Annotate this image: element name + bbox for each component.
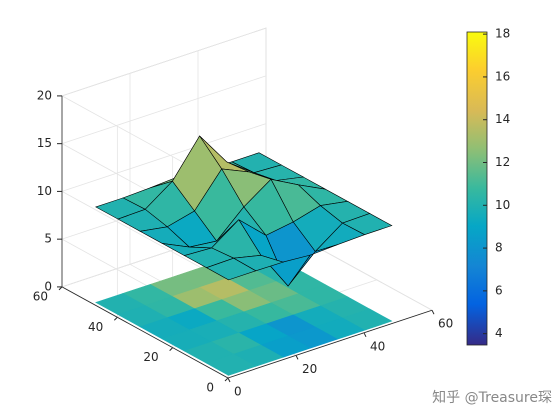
z-tick-label: 10 — [37, 184, 52, 198]
colorbar-tick-label: 12 — [495, 155, 510, 169]
y-tick-label: 60 — [33, 289, 48, 303]
colorbar-tick-label: 10 — [495, 198, 510, 212]
grid-line — [61, 123, 267, 192]
x-tick-label: 20 — [302, 362, 317, 376]
surface-patch — [205, 257, 257, 281]
y-tick — [169, 347, 174, 351]
watermark: 知乎 @Treasure琛 — [432, 389, 552, 406]
grid-line — [61, 75, 267, 145]
z-tick-label: 20 — [37, 88, 52, 102]
x-tick — [363, 332, 367, 338]
colorbar-tick-label: 16 — [495, 69, 510, 83]
x-tick-label: 60 — [438, 317, 453, 331]
colorbar-tick-label: 18 — [495, 27, 510, 41]
x-tick — [295, 355, 299, 360]
x-tick — [431, 309, 435, 315]
y-tick-label: 40 — [88, 320, 103, 334]
contour-patch — [205, 353, 257, 376]
colorbar — [466, 31, 488, 346]
z-tick-label: 15 — [37, 136, 52, 150]
y-tick — [224, 377, 229, 382]
y-tick-label: 20 — [143, 350, 158, 364]
x-tick-label: 40 — [370, 339, 385, 353]
axis-line — [61, 286, 229, 379]
colorbar-tick-label: 14 — [495, 112, 510, 126]
z-tick-label: 5 — [44, 232, 52, 246]
grid-line — [61, 191, 229, 283]
y-tick — [113, 316, 118, 321]
colorbar-tick-label: 8 — [495, 241, 503, 255]
axis-line — [227, 309, 433, 379]
x-tick — [227, 377, 231, 383]
y-tick-label: 0 — [206, 381, 214, 395]
x-tick-label: 0 — [234, 385, 242, 399]
z-tick-label: 0 — [44, 279, 52, 293]
grid-line — [61, 27, 267, 97]
colorbar-tick-label: 6 — [495, 283, 503, 297]
colorbar-tick-label: 4 — [495, 326, 503, 340]
